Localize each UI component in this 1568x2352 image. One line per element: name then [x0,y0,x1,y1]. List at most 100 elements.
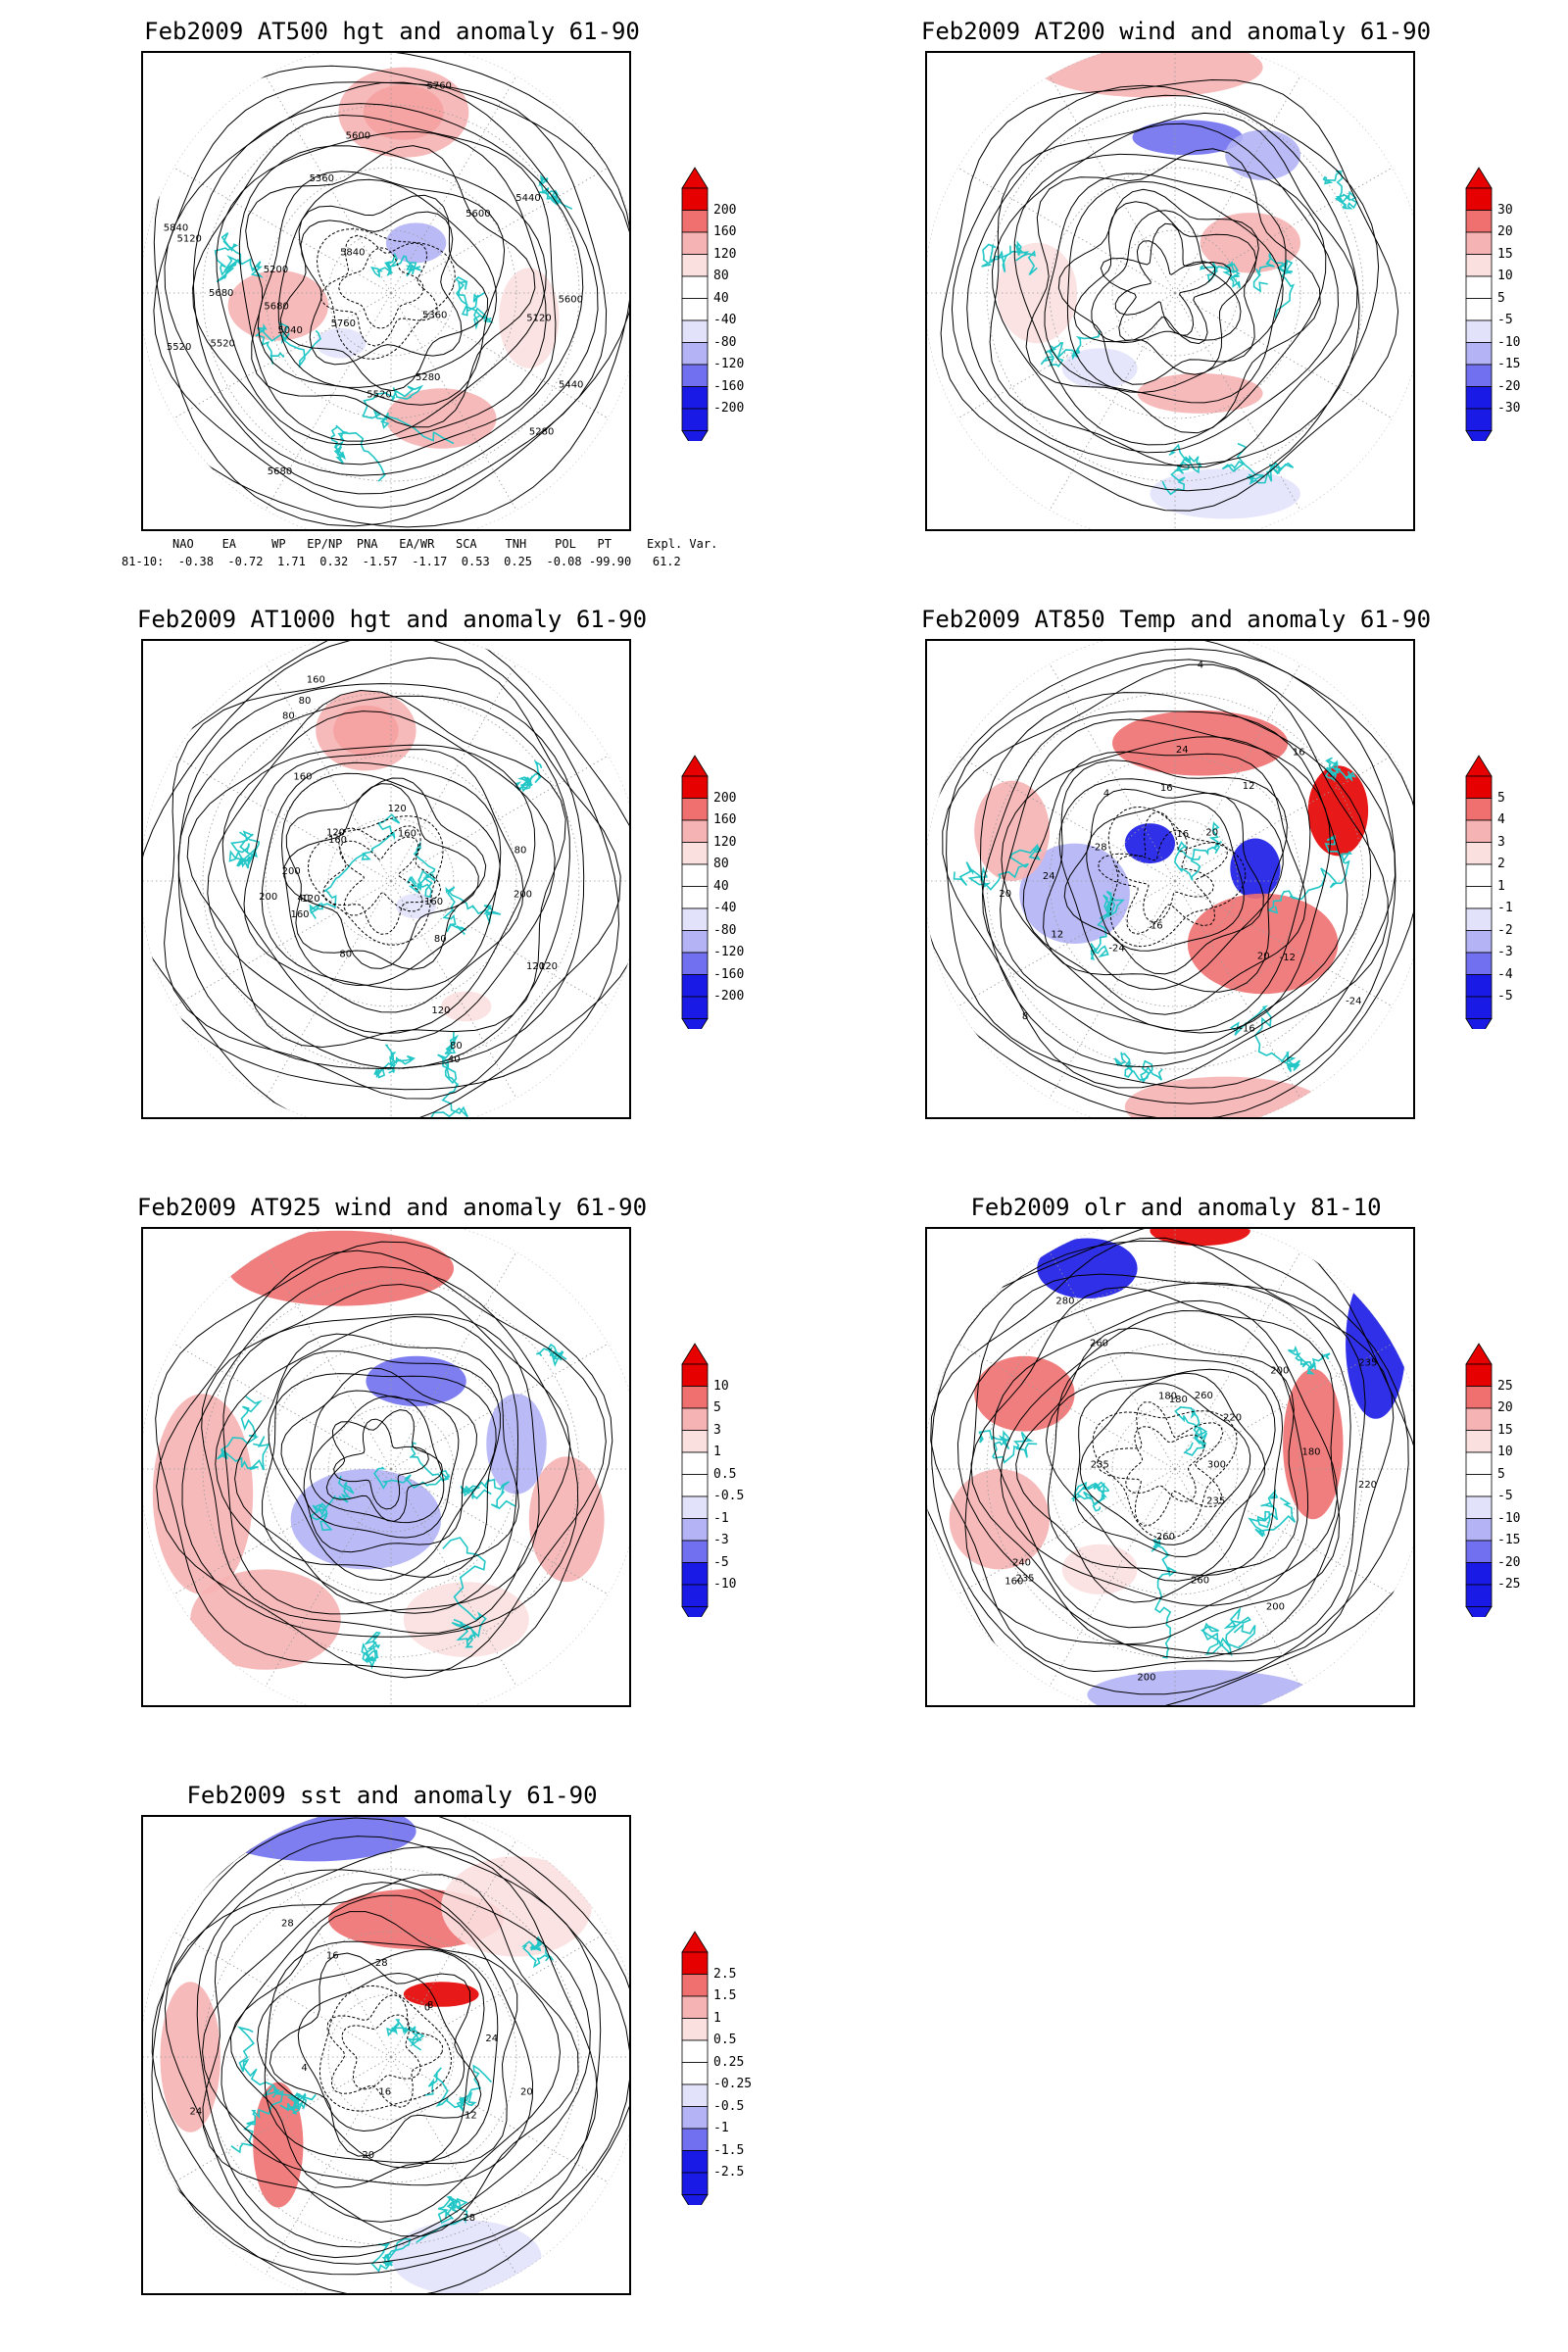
contour-label: 200 [259,892,277,903]
coastline [427,1031,468,1117]
contour-line [326,1994,444,2108]
colorbar-label: -1 [713,2121,729,2135]
positive-anomaly-shading [974,780,1050,881]
negative-anomaly-shading [316,327,367,359]
contour-line [979,692,1372,1068]
contour-label: 160 [424,897,443,907]
contour-label: 40 [297,894,310,905]
contour-label: 160 [307,674,325,685]
colorbar-arrow-up [681,1343,709,1365]
negative-anomaly-shading [1037,1238,1138,1298]
contour-label: 5200 [264,265,288,275]
contour-label: 160 [1004,1577,1023,1588]
colorbar-swatch [1465,298,1493,321]
colorbar-legend: 200 160 120 80 40 -40 -80 -120 -160 -200 [680,167,759,461]
streamline [303,1390,460,1539]
coastline [230,2026,284,2154]
contour-label: 8 [1022,1011,1028,1022]
coastline [255,321,321,368]
contour-label: 4 [1103,788,1109,799]
contour-label: 5760 [331,318,356,329]
coastline [370,2237,412,2273]
colorbar-swatch [681,2039,709,2063]
colorbar-legend: 30 20 15 10 5 -5 -10 -15 -20 -30 [1464,167,1543,461]
colorbar-swatch [681,342,709,366]
colorbar-swatch [681,952,709,975]
contour-label: 235 [1358,1358,1377,1369]
contour-line [257,171,506,406]
contour-line [946,659,1396,1089]
colorbar-label: -4 [1497,966,1513,982]
colorbar-label: -3 [1497,945,1513,959]
contour-label: 5520 [167,342,191,353]
coastline [1040,330,1101,368]
colorbar-arrow-up [1465,1343,1493,1365]
contour-line [269,1952,482,2157]
contour-line [956,1282,1351,1660]
contour-label: 200 [282,866,301,877]
colorbar-swatch [1465,408,1493,431]
colorbar-label: 10 [1497,1445,1513,1459]
coastline [442,886,502,936]
coastline [1288,1345,1331,1375]
negative-anomaly-shading [1132,120,1244,156]
colorbar-label: 0.5 [713,2033,737,2047]
contour-line [316,228,456,360]
colorbar-label: -10 [713,1577,737,1592]
positive-anomaly-shading [1037,53,1263,98]
colorbar-swatch [681,2128,709,2151]
coastline [271,2087,317,2115]
contour-label: 5120 [176,234,201,245]
contour-line [151,1836,602,2265]
coastline [978,1429,1038,1464]
panel-850temp: Feb2009 AT850 Temp and anomaly 61-90 -16 1… [784,588,1568,1176]
coastline [309,813,401,919]
colorbar-swatch [1465,798,1493,821]
contour-line [964,1273,1366,1655]
contour-label: -24 [1346,997,1361,1007]
contour-label: 80 [299,696,312,707]
colorbar-label: 5 [1497,790,1505,806]
contour-line [216,130,547,446]
colorbar-arrow-down [681,1018,709,1029]
colorbar-label: -2 [1497,922,1513,938]
negative-anomaly-shading [1124,823,1175,864]
panel-title: Feb2009 olr and anomaly 81-10 [970,1194,1382,1221]
colorbar-swatch [1465,275,1493,299]
contour-line [164,81,599,495]
panel-sst: Feb2009 sst and anomaly 61-90 28 24 20 16 12 8… [0,1764,784,2352]
colorbar-label: -25 [1497,1577,1521,1592]
coastline [981,240,1038,275]
contour-line [297,1972,466,2132]
colorbar-legend: 200 160 120 80 40 -40 -80 -120 -160 -200 [680,755,759,1049]
colorbar-label: -15 [1497,1533,1521,1547]
colorbar-swatch [681,210,709,233]
contour-line [970,1286,1341,1645]
colorbar-swatch [1465,342,1493,366]
coastline [1090,890,1125,960]
colorbar-swatch [1465,863,1493,887]
coastline [217,1396,270,1471]
colorbar-swatch [681,842,709,865]
contour-label: 200 [1270,1366,1289,1377]
positive-anomaly-shading [441,1856,592,1957]
colorbar-label: 10 [713,1378,729,1394]
contour-line [257,1948,485,2169]
colorbar-swatches [1465,755,1493,1029]
contour-label: -12 [1280,953,1296,963]
colorbar-label: 160 [713,812,737,827]
colorbar-label: -0.5 [713,1489,745,1503]
colorbar-swatch [1465,1562,1493,1586]
colorbar-label: -80 [713,922,737,938]
contour-label: 260 [1156,1532,1175,1543]
panel-title: Feb2009 AT925 wind and anomaly 61-90 [136,1194,648,1221]
streamline [1100,222,1232,345]
colorbar-arrow-down [681,2194,709,2205]
colorbar-swatch [1465,1430,1493,1453]
colorbar-arrow-down [1465,1018,1493,1029]
colorbar-swatches [681,167,709,441]
colorbar-label: -1 [713,1510,729,1526]
contour-label: 16 [1160,783,1173,794]
contour-line [153,65,629,527]
contour-line [300,211,463,366]
